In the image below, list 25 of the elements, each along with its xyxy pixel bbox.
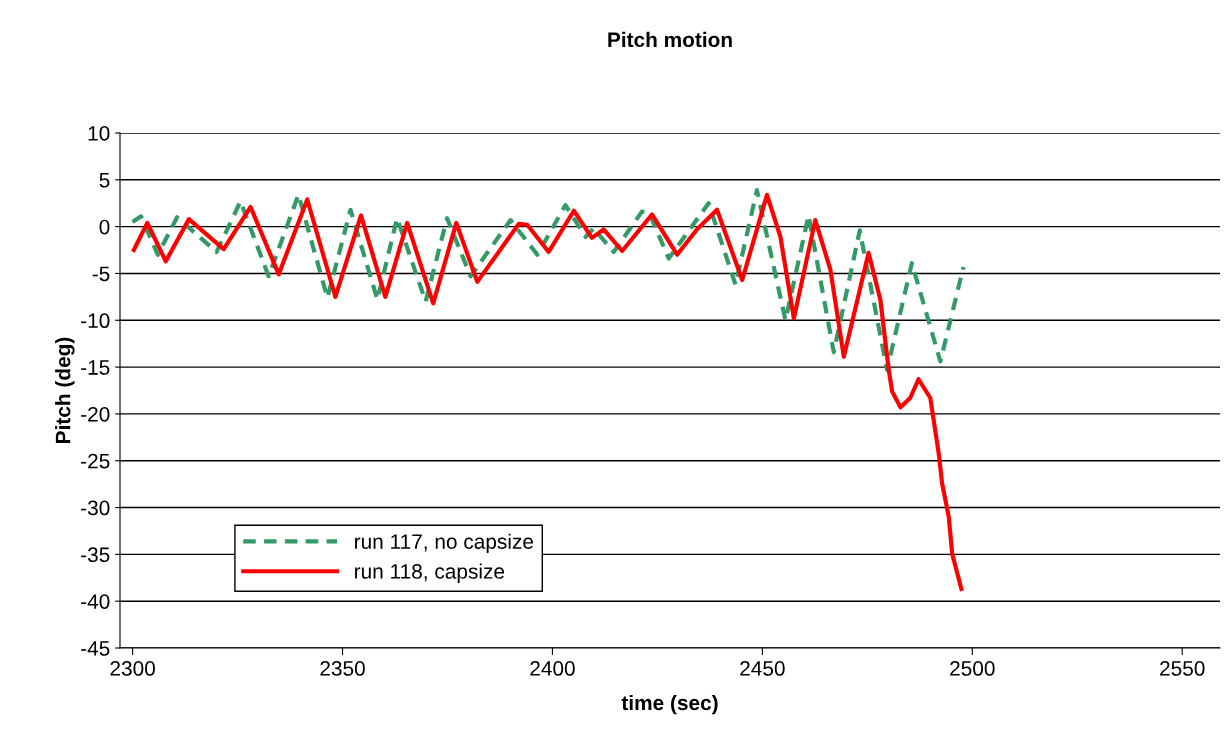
- line-series: [131, 192, 964, 592]
- y-tick-label: -15: [81, 360, 110, 375]
- y-tick-label: -10: [81, 313, 110, 329]
- y-tick-label: -45: [81, 641, 110, 656]
- x-tick-label: 2400: [530, 661, 575, 676]
- y-tick-label: 10: [88, 126, 110, 141]
- legend-label: run 118, capsize: [355, 563, 505, 583]
- y-tick-label: -25: [81, 453, 110, 469]
- x-tick-label: 2500: [950, 661, 995, 676]
- y-tick-label: -30: [81, 500, 110, 516]
- y-tick-label: 0: [99, 219, 110, 235]
- chart-title: Pitch motion: [608, 31, 732, 48]
- x-tick-label: 2300: [110, 661, 155, 676]
- y-tick-label: -5: [92, 266, 110, 282]
- y-tick-label: -35: [81, 547, 110, 563]
- line-series: [130, 188, 966, 372]
- x-tick-label: 2350: [320, 661, 365, 676]
- x-tick-label: 2550: [1160, 661, 1205, 676]
- x-tick-label: 2450: [740, 661, 785, 676]
- x-axis-title: time (sec): [621, 694, 718, 715]
- y-tick-label: 5: [99, 173, 110, 188]
- legend-label: run 117, no capsize: [355, 533, 534, 554]
- y-tick-label: -20: [81, 406, 110, 422]
- y-axis-title: Pitch (deg): [55, 337, 75, 443]
- y-tick-label: -40: [81, 594, 110, 609]
